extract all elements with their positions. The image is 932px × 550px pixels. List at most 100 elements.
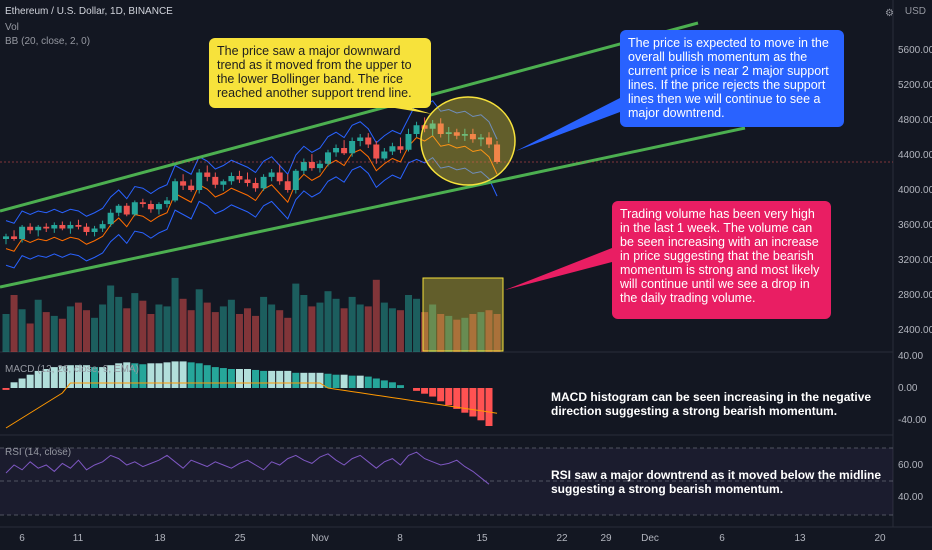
macd-bar <box>2 388 10 390</box>
macd-bar <box>26 374 34 388</box>
volume-bar <box>340 308 348 352</box>
macd-bar <box>469 388 477 417</box>
upper-trend-line <box>0 21 699 213</box>
candle <box>99 224 106 229</box>
macd-bar <box>91 367 99 388</box>
macd-bar <box>308 372 316 388</box>
volume-bar <box>276 310 284 352</box>
candle <box>325 152 331 164</box>
candle <box>421 125 428 129</box>
macd-bar <box>18 378 26 388</box>
volume-bar <box>34 299 42 352</box>
macd-bar <box>107 365 115 388</box>
blue-annotation: The price is expected to move in the ove… <box>620 30 844 127</box>
macd-bar <box>203 365 211 388</box>
volume-bar <box>163 306 171 352</box>
candle <box>292 170 299 190</box>
macd-bar <box>211 367 219 388</box>
macd-bar <box>227 369 235 388</box>
volume-bar <box>252 315 260 352</box>
candle <box>107 212 114 225</box>
rsi-line <box>5 451 490 485</box>
macd-bar <box>155 363 163 388</box>
macd-bar <box>179 361 187 388</box>
macd-tick-label: 40.00 <box>898 351 923 362</box>
candle <box>365 137 372 145</box>
volume-bar <box>380 302 388 352</box>
price-tick-label: 3200.00 <box>898 255 932 266</box>
volume-bar <box>260 296 268 352</box>
volume-bar <box>461 317 469 352</box>
candle <box>75 225 82 227</box>
candle <box>43 226 50 229</box>
currency-label: USD <box>904 6 926 17</box>
volume-bar <box>469 314 477 352</box>
volume-bar <box>227 299 235 352</box>
volume-bar <box>187 310 195 352</box>
candle <box>188 185 195 190</box>
macd-bar <box>235 369 243 388</box>
rsi-label: RSI (14, close) <box>5 447 71 458</box>
candle <box>180 181 187 186</box>
volume-bar <box>155 304 163 352</box>
volume-bar <box>91 317 99 352</box>
volume-bar <box>268 304 276 352</box>
time-tick-label: 22 <box>556 533 568 544</box>
time-tick-label: 6 <box>19 533 25 544</box>
candle <box>389 146 396 152</box>
symbol-title: Ethereum / U.S. Dollar, 1D, BINANCE <box>5 6 173 17</box>
volume-bar <box>324 291 332 352</box>
candle <box>437 123 444 134</box>
time-tick-label: Dec <box>641 533 659 544</box>
volume-bar <box>131 293 139 352</box>
macd-bar <box>268 370 276 388</box>
macd-bar <box>372 378 380 388</box>
volume-bar <box>493 314 501 352</box>
macd-bar <box>348 375 356 388</box>
candle <box>236 176 243 180</box>
volume-bar <box>195 289 203 352</box>
volume-bar <box>171 277 179 352</box>
volume-bar <box>66 306 74 352</box>
macd-bar <box>260 370 268 388</box>
macd-bar <box>147 363 155 388</box>
macd-bar <box>340 374 348 388</box>
macd-bar <box>356 375 364 388</box>
macd-bar <box>99 367 107 388</box>
volume-bar <box>421 312 429 352</box>
macd-bar <box>485 388 493 426</box>
volume-bar <box>219 306 227 352</box>
candle <box>252 183 259 189</box>
time-tick-label: 18 <box>154 533 166 544</box>
rsi-annotation: RSI saw a major downtrend as it moved be… <box>551 468 882 496</box>
candle <box>284 181 291 190</box>
volume-bar <box>332 298 340 352</box>
macd-annotation: MACD histogram can be seen increasing in… <box>551 390 872 418</box>
candle <box>445 132 452 134</box>
volume-bar <box>2 314 10 352</box>
macd-bar <box>332 374 340 388</box>
candle <box>115 205 122 213</box>
candle <box>413 125 420 134</box>
candle <box>139 202 146 204</box>
macd-tick-label: -40.00 <box>898 415 927 426</box>
gear-icon[interactable]: ⚙ <box>885 8 894 19</box>
volume-bar <box>372 279 380 352</box>
candle <box>83 226 90 232</box>
candle <box>349 141 356 154</box>
candle <box>35 226 42 231</box>
volume-bar <box>284 317 292 352</box>
volume-bar <box>413 298 421 352</box>
volume-bar <box>107 285 115 352</box>
volume-bar <box>211 312 219 352</box>
candle <box>453 132 460 136</box>
candle <box>27 226 34 231</box>
vol-label: Vol <box>5 22 19 33</box>
macd-bar <box>163 362 171 388</box>
candle <box>486 137 492 145</box>
macd-bar <box>123 362 131 388</box>
macd-bar <box>83 365 90 388</box>
rsi-tick-label: 40.00 <box>898 492 923 503</box>
volume-bar <box>74 302 82 352</box>
